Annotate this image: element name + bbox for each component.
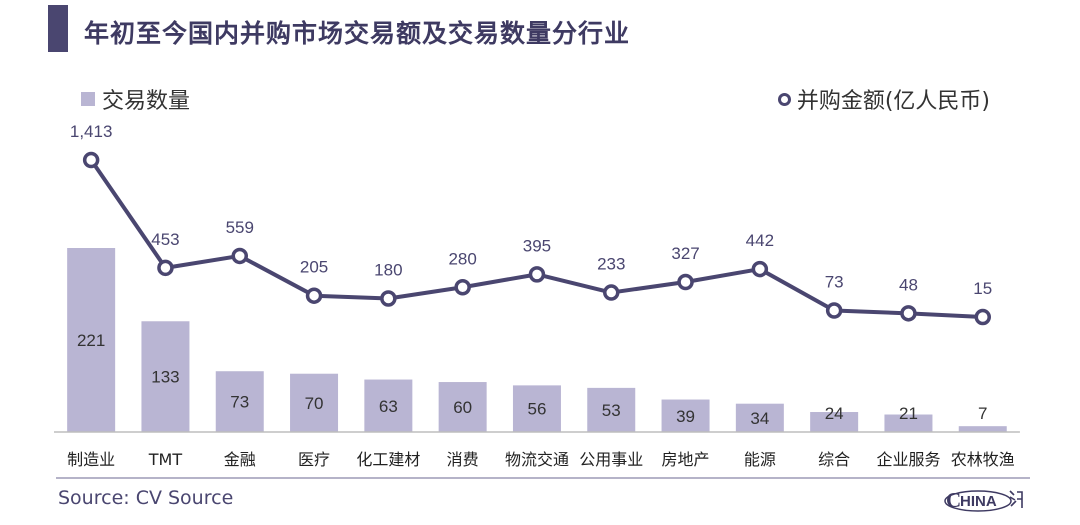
line-point-4	[380, 290, 397, 307]
x-tick-label-3: 医疗	[298, 450, 330, 469]
bar-value-label-6: 56	[527, 400, 546, 419]
line-value-label-5: 280	[448, 249, 476, 268]
bar-value-label-7: 53	[602, 401, 621, 420]
x-tick-label-10: 综合	[818, 450, 850, 469]
title-accent-bar	[48, 5, 68, 52]
bar-9	[735, 403, 784, 432]
x-tick-label-4: 化工建材	[356, 450, 420, 469]
bar-value-label-11: 21	[899, 404, 918, 423]
source-note: Source: CV Source	[58, 487, 234, 509]
logo-text: HINA	[960, 493, 997, 510]
bar-1	[141, 321, 190, 432]
bar-6	[512, 385, 561, 432]
bar-value-label-9: 34	[750, 409, 769, 428]
line-point-8	[677, 273, 694, 291]
bar-value-label-4: 63	[379, 397, 398, 416]
legend-bar-swatch	[81, 92, 95, 106]
line-value-label-9: 442	[746, 231, 774, 250]
bar-10	[810, 412, 859, 432]
line-value-label-11: 48	[899, 275, 918, 294]
bar-4	[364, 379, 413, 432]
chart-title: 年初至今国内并购市场交易额及交易数量分行业	[84, 19, 631, 48]
line-value-label-4: 180	[374, 261, 402, 280]
bar-value-label-5: 60	[453, 398, 472, 417]
legend-line-marker	[777, 92, 791, 106]
line-point-3	[305, 287, 323, 304]
x-tick-label-9: 能源	[744, 450, 776, 469]
x-tick-label-11: 企业服务	[876, 450, 940, 469]
bar-2	[215, 371, 264, 432]
svg-text:C: C	[946, 488, 961, 512]
line-value-label-7: 233	[597, 255, 625, 274]
x-tick-label-1: TMT	[148, 450, 183, 469]
line-point-6	[528, 266, 546, 283]
line-point-12	[974, 308, 991, 326]
bar-value-label-0: 221	[77, 331, 105, 350]
bar-7	[587, 387, 636, 432]
line-point-2	[231, 247, 248, 265]
bar-8	[661, 399, 710, 432]
bar-0	[67, 248, 116, 432]
line-point-0	[82, 151, 100, 169]
bar-5	[438, 382, 487, 432]
line-value-label-2: 559	[226, 218, 254, 237]
bar-12	[958, 426, 1007, 432]
legend-line-label: 并购金额(亿人民币)	[796, 89, 990, 114]
x-tick-label-12: 农林牧渔	[951, 450, 1015, 469]
line-point-1	[157, 259, 174, 277]
line-point-9	[751, 260, 769, 278]
bar-value-label-3: 70	[305, 394, 324, 413]
line-value-label-3: 205	[300, 258, 328, 277]
line-point-10	[825, 302, 843, 319]
line-value-label-8: 327	[671, 244, 699, 263]
x-tick-label-8: 房地产	[662, 450, 710, 469]
x-tick-label-0: 制造业	[67, 450, 115, 469]
bar-value-label-10: 24	[825, 404, 844, 423]
line-point-7	[603, 284, 620, 301]
bar-value-label-12: 7	[978, 404, 987, 423]
x-tick-label-5: 消费	[447, 450, 479, 469]
line-value-label-12: 15	[973, 279, 992, 298]
legend-bar-label: 交易数量	[102, 89, 191, 114]
line-point-11	[900, 305, 917, 322]
bar-11	[884, 414, 933, 432]
line-value-label-1: 453	[151, 230, 179, 249]
bar-value-label-1: 133	[151, 368, 179, 387]
legend-bar-entry: 交易数量	[81, 83, 190, 115]
x-tick-label-6: 物流交通	[505, 450, 569, 469]
line-value-label-6: 395	[523, 236, 551, 255]
x-tick-label-2: 金融	[224, 450, 256, 469]
line-value-label-0: 1,413	[70, 122, 113, 141]
china-venture-logo: C HINA	[944, 488, 1023, 512]
bar-value-label-2: 73	[230, 393, 249, 412]
bar-value-label-8: 39	[676, 407, 695, 426]
x-tick-label-7: 公用事业	[579, 450, 643, 469]
bar-3	[290, 373, 339, 432]
line-value-label-10: 73	[825, 273, 844, 292]
legend-line-entry: 并购金额(亿人民币)	[777, 83, 990, 115]
line-point-5	[454, 279, 471, 296]
